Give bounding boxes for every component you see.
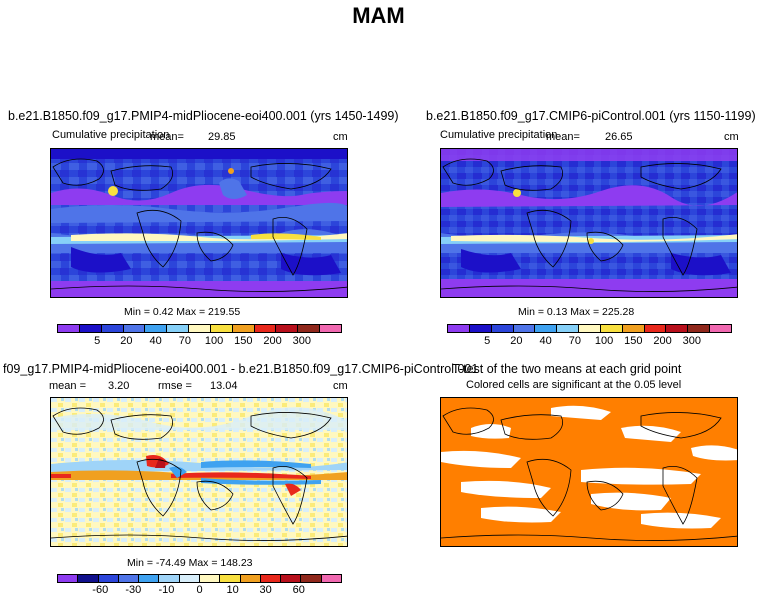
panel-title-ttest: T-test of the two means at each grid poi… xyxy=(452,362,682,376)
colorbar-swatch xyxy=(232,325,255,332)
colorbar-swatch xyxy=(600,325,623,332)
colorbar-tick-label: 20 xyxy=(120,335,133,347)
colorbar-swatch xyxy=(240,575,261,582)
colorbar-labels-picontrol: 5 20 40 70 100 150 200 300 xyxy=(447,335,732,349)
colorbar-swatch xyxy=(644,325,667,332)
colorbar-tick-label: 30 xyxy=(259,584,272,596)
panel-title-difference: f09_g17.PMIP4-midPliocene-eoi400.001 - b… xyxy=(3,362,479,376)
colorbar-tick-label: 150 xyxy=(234,335,253,347)
colorbar-tick-label: 40 xyxy=(539,335,552,347)
colorbar-swatch xyxy=(210,325,233,332)
colorbar-swatch xyxy=(260,575,282,582)
colorbar-swatch xyxy=(513,325,536,332)
colorbar-labels-pliocene: 5 20 40 70 100 150 200 300 xyxy=(57,335,342,349)
variable-label-pliocene: Cumulative precipitation xyxy=(52,129,170,141)
colorbar-swatch xyxy=(301,575,322,582)
rmse-value-difference: 13.04 xyxy=(210,380,238,392)
colorbar-swatch xyxy=(79,325,102,332)
colorbar-swatch xyxy=(58,575,79,582)
colorbar-swatch xyxy=(189,325,211,332)
colorbar-swatch xyxy=(535,325,558,332)
colorbar-tick-label: 70 xyxy=(178,335,191,347)
colorbar-swatch xyxy=(448,325,470,332)
colorbar-tick-label: 200 xyxy=(263,335,282,347)
colorbar-swatch xyxy=(710,325,731,332)
mean-label-pliocene: mean= xyxy=(150,131,184,143)
colorbar-swatch xyxy=(58,325,80,332)
minmax-picontrol: Min = 0.13 Max = 225.28 xyxy=(518,306,635,318)
colorbar-swatch xyxy=(320,325,341,332)
ttest-map xyxy=(440,397,738,547)
colorbar-tick-label: 200 xyxy=(653,335,672,347)
colorbar-labels-difference: -60 -30 -10 0 10 30 60 xyxy=(57,584,342,598)
colorbar-swatch xyxy=(276,325,299,332)
colorbar-swatch xyxy=(220,575,241,582)
colorbar-tick-label: 100 xyxy=(204,335,224,347)
colorbar-swatch xyxy=(139,575,160,582)
mean-label-difference: mean = xyxy=(49,380,86,392)
mean-value-difference: 3.20 xyxy=(108,380,130,392)
colorbar-swatch xyxy=(78,575,99,582)
colorbar-swatch xyxy=(101,325,124,332)
colorbar-swatch xyxy=(145,325,168,332)
colorbar-tick-label: 5 xyxy=(94,335,101,347)
colorbar-tick-label: 300 xyxy=(682,335,701,347)
colorbar-tick-label: 150 xyxy=(624,335,643,347)
colorbar-swatch xyxy=(469,325,492,332)
colorbar-tick-label: 70 xyxy=(568,335,581,347)
colorbar-swatch xyxy=(254,325,277,332)
units-label-difference: cm xyxy=(333,380,348,392)
colorbar-swatch xyxy=(688,325,711,332)
colorbar-swatch xyxy=(167,325,190,332)
minmax-pliocene: Min = 0.42 Max = 219.55 xyxy=(124,306,241,318)
colorbar-swatch xyxy=(321,575,341,582)
variable-label-picontrol: Cumulative precipitation xyxy=(440,129,558,141)
colorbar-swatch xyxy=(622,325,645,332)
colorbar-tick-label: -60 xyxy=(92,584,109,596)
colorbar-swatch xyxy=(118,575,140,582)
units-label-pliocene: cm xyxy=(333,131,348,143)
colorbar-swatch xyxy=(298,325,321,332)
colorbar-swatch xyxy=(179,575,200,582)
figure-title: MAM xyxy=(352,3,405,28)
units-label-picontrol: cm xyxy=(724,131,739,143)
colorbar-swatch xyxy=(199,575,221,582)
precip-map-pliocene xyxy=(50,148,348,298)
colorbar-swatch xyxy=(666,325,689,332)
colorbar-swatch xyxy=(281,575,302,582)
panel-title-picontrol: b.e21.B1850.f09_g17.CMIP6-piControl.001 … xyxy=(426,109,756,123)
colorbar-tick-label: -30 xyxy=(125,584,142,596)
colorbar-precip-picontrol xyxy=(447,324,732,333)
subtitle-ttest: Colored cells are significant at the 0.0… xyxy=(466,379,682,391)
colorbar-precip-pliocene xyxy=(57,324,342,333)
rmse-label-difference: rmse = xyxy=(158,380,192,392)
colorbar-tick-label: 100 xyxy=(594,335,614,347)
colorbar-tick-label: 5 xyxy=(484,335,491,347)
colorbar-tick-label: 40 xyxy=(149,335,162,347)
colorbar-tick-label: 20 xyxy=(510,335,523,347)
colorbar-swatch xyxy=(159,575,180,582)
minmax-difference: Min = -74.49 Max = 148.23 xyxy=(127,557,253,569)
panel-title-pliocene: b.e21.B1850.f09_g17.PMIP4-midPliocene-eo… xyxy=(8,109,399,123)
precip-map-picontrol xyxy=(440,148,738,298)
difference-map xyxy=(50,397,348,547)
colorbar-tick-label: 10 xyxy=(226,584,239,596)
colorbar-swatch xyxy=(491,325,514,332)
colorbar-swatch xyxy=(123,325,146,332)
mean-value-picontrol: 26.65 xyxy=(605,131,633,143)
mean-label-picontrol: mean= xyxy=(546,131,580,143)
colorbar-tick-label: 0 xyxy=(196,584,203,596)
colorbar-tick-label: -10 xyxy=(158,584,175,596)
colorbar-tick-label: 60 xyxy=(292,584,305,596)
colorbar-tick-label: 300 xyxy=(292,335,311,347)
colorbar-swatch xyxy=(557,325,580,332)
colorbar-swatch xyxy=(98,575,119,582)
colorbar-swatch xyxy=(579,325,601,332)
colorbar-difference xyxy=(57,574,342,583)
mean-value-pliocene: 29.85 xyxy=(208,131,236,143)
